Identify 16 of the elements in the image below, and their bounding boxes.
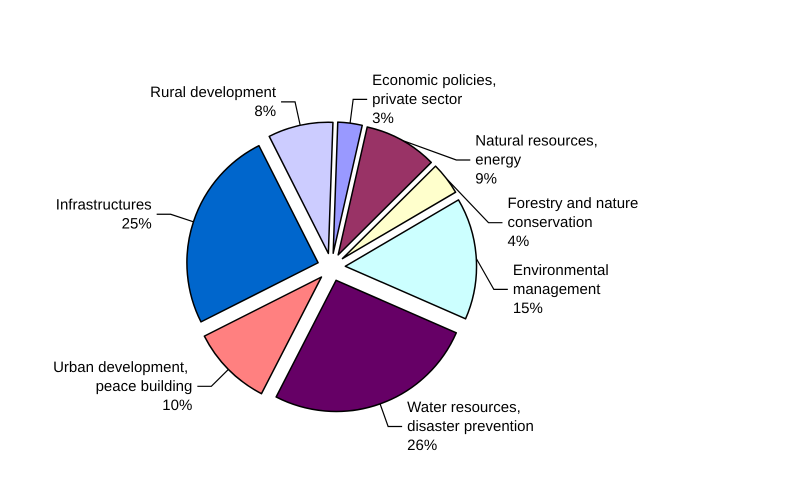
slice-label: Rural development [150,84,277,101]
data-label: 25% [122,215,152,232]
slice-label: Urban development, peace building [53,358,192,395]
slice-label: Economic policies, private sector [372,72,501,108]
slice-label: Environmental management [512,262,613,298]
data-label: 15% [512,300,543,317]
data-label: 26% [407,436,438,454]
slice-label: Water resources, disaster prevention [407,398,534,435]
data-label: 9% [475,170,497,188]
slice-label: Natural resources, energy [475,132,602,168]
data-label: 3% [372,110,394,127]
slice-label: Infrastructures [56,196,152,214]
data-label: 8% [254,102,276,120]
data-label: 10% [162,396,192,414]
data-label: 4% [507,233,530,250]
slice-label: Forestry and nature conservation [507,195,643,232]
